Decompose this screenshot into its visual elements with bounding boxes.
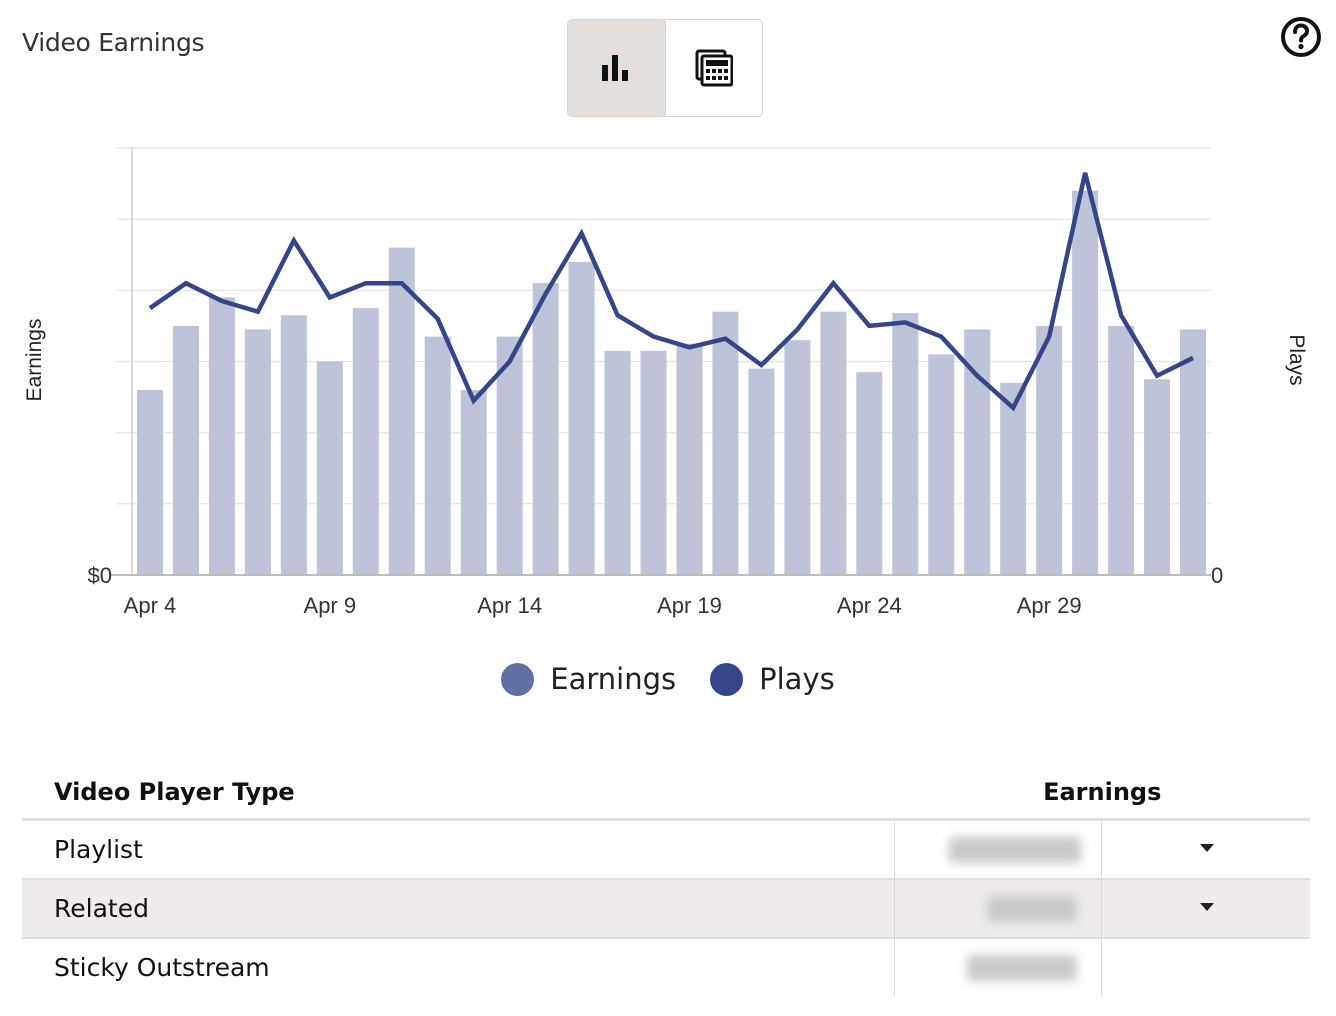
earnings-bar [820,311,847,575]
earnings-bar [172,325,199,575]
earnings-bar [1000,382,1027,575]
earnings-bar [460,389,487,575]
earnings-bar [1072,190,1099,575]
chart-axes [110,148,1211,576]
earnings-bar [676,343,703,575]
x-tick-label: Apr 19 [657,593,722,618]
chart-legend: Earnings Plays [0,662,1336,696]
earnings-bar [496,336,523,575]
chart-view-button[interactable] [568,20,666,116]
earnings-bar [748,368,775,575]
chart-labels: $0 0 Apr 4 Apr 9 Apr 14 Apr 19 Apr 24 Apr 29 Ear… [23,319,1308,618]
earnings-cell [894,819,1102,880]
earnings-bar [640,350,667,575]
player-type-table: Video Player Type Earnings Playlist Rela… [22,766,1310,996]
column-header-earnings[interactable]: Earnings [894,766,1310,821]
earnings-bar [1180,329,1207,575]
legend-item-plays[interactable]: Plays [710,662,835,696]
earnings-bar [892,313,919,575]
row-expand-cell [1101,819,1310,880]
earnings-bar [784,340,811,575]
x-tick-label: Apr 29 [1017,593,1082,618]
earnings-bar [964,329,991,575]
legend-label-plays: Plays [759,662,835,696]
table-header-row: Video Player Type Earnings [22,766,1310,821]
table-row: Playlist [22,819,1310,880]
earnings-bar [1108,325,1135,575]
x-tick-label: Apr 9 [304,593,357,618]
y-axis-title: Earnings [23,319,46,402]
earnings-bar [136,389,163,575]
help-button[interactable] [1280,16,1322,58]
earnings-bar [280,315,307,575]
player-type-cell: Related [22,879,895,939]
y2-axis-title: Plays [1285,334,1308,385]
earnings-bars [136,190,1207,575]
earnings-bar [856,372,883,575]
earnings-bar [928,354,955,575]
plays-line [148,172,1195,412]
earnings-bar [568,261,595,575]
y-tick-label: $0 [88,563,112,588]
earnings-bar [1144,379,1171,575]
redacted-value [987,895,1077,922]
earnings-bar [712,311,739,575]
page-title: Video Earnings [22,28,205,57]
player-type-cell: Playlist [22,819,895,880]
legend-swatch-plays [710,662,744,696]
expand-caret-icon[interactable] [1200,844,1214,852]
redacted-value [967,954,1077,981]
earnings-bar [532,283,559,575]
plays-series-line [148,172,1195,412]
player-type-cell: Sticky Outstream [54,953,270,982]
earnings-bar [352,308,379,575]
legend-swatch-earnings [501,662,535,696]
column-header-player-type[interactable]: Video Player Type [22,766,895,821]
x-tick-label: Apr 14 [477,593,542,618]
earnings-chart: $0 0 Apr 4 Apr 9 Apr 14 Apr 19 Apr 24 Apr 29 Ear… [23,147,1308,618]
earnings-bar [388,247,415,575]
view-toggle [567,19,763,117]
legend-item-earnings[interactable]: Earnings [501,662,676,696]
earnings-bar [316,361,343,575]
expand-caret-icon[interactable] [1200,903,1214,911]
earnings-bar [208,297,235,575]
calculator-icon [695,49,733,87]
help-circle-icon [1281,17,1321,57]
x-tick-label: Apr 4 [124,593,177,618]
redacted-value [949,836,1081,863]
earnings-bar [1036,325,1063,575]
table-view-button[interactable] [666,20,763,116]
x-tick-label: Apr 24 [837,593,902,618]
earnings-bar [604,350,631,575]
row-expand-cell [1101,879,1310,939]
earnings-cell [894,938,1102,996]
row-expand-cell [1102,938,1311,996]
table-row: Related [22,879,1310,939]
table-row: Sticky Outstream [22,938,1310,996]
earnings-bar [424,336,451,575]
earnings-bar [244,329,271,575]
bar-chart-icon [602,55,629,81]
legend-label-earnings: Earnings [550,662,677,696]
earnings-cell [894,879,1102,939]
y2-tick-label: 0 [1211,563,1223,588]
